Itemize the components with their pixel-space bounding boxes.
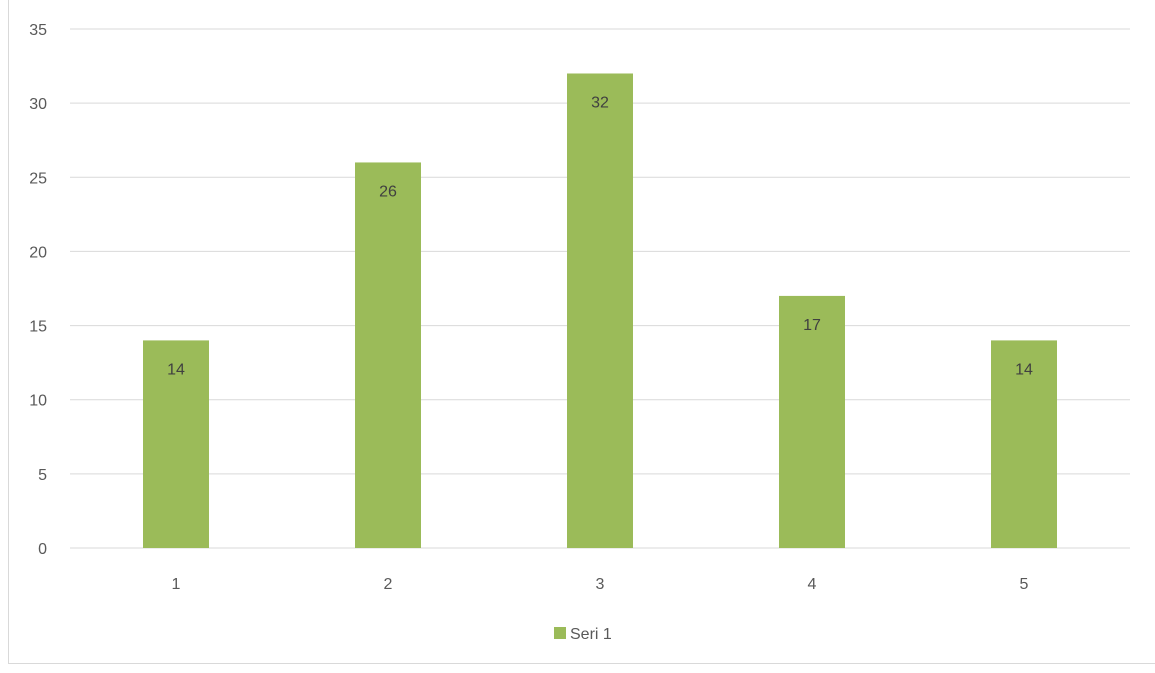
data-label-4: 17	[803, 317, 821, 334]
y-tick-label-35: 35	[29, 22, 47, 39]
bar-4	[779, 295, 845, 548]
bars	[143, 73, 1057, 548]
legend-swatch	[554, 627, 566, 639]
data-labels: 14 26 32 17 14	[167, 94, 1033, 378]
y-tick-label-10: 10	[29, 393, 47, 410]
y-axis-tick-labels: 0 5 10 15 20 25 30 35	[29, 22, 47, 558]
x-tick-label-3: 3	[596, 576, 605, 593]
y-tick-label-20: 20	[29, 244, 47, 261]
x-tick-label-5: 5	[1020, 576, 1029, 593]
bar-1	[143, 340, 209, 548]
data-label-5: 14	[1015, 361, 1033, 378]
legend-label-seri-1: Seri 1	[570, 626, 612, 643]
bar-3	[567, 73, 633, 548]
y-tick-label-5: 5	[38, 467, 47, 484]
x-axis-tick-labels: 1 2 3 4 5	[172, 576, 1029, 593]
y-tick-label-30: 30	[29, 96, 47, 113]
y-tick-label-25: 25	[29, 170, 47, 187]
bar-5	[991, 340, 1057, 548]
data-label-1: 14	[167, 361, 185, 378]
x-tick-label-1: 1	[172, 576, 181, 593]
data-label-3: 32	[591, 94, 609, 111]
x-tick-label-4: 4	[808, 576, 817, 593]
x-tick-label-2: 2	[384, 576, 393, 593]
data-label-2: 26	[379, 183, 397, 200]
y-tick-label-15: 15	[29, 319, 47, 336]
legend: Seri 1	[554, 626, 612, 643]
y-tick-label-0: 0	[38, 541, 47, 558]
bar-2	[355, 162, 421, 548]
chart-border	[8, 0, 1155, 664]
